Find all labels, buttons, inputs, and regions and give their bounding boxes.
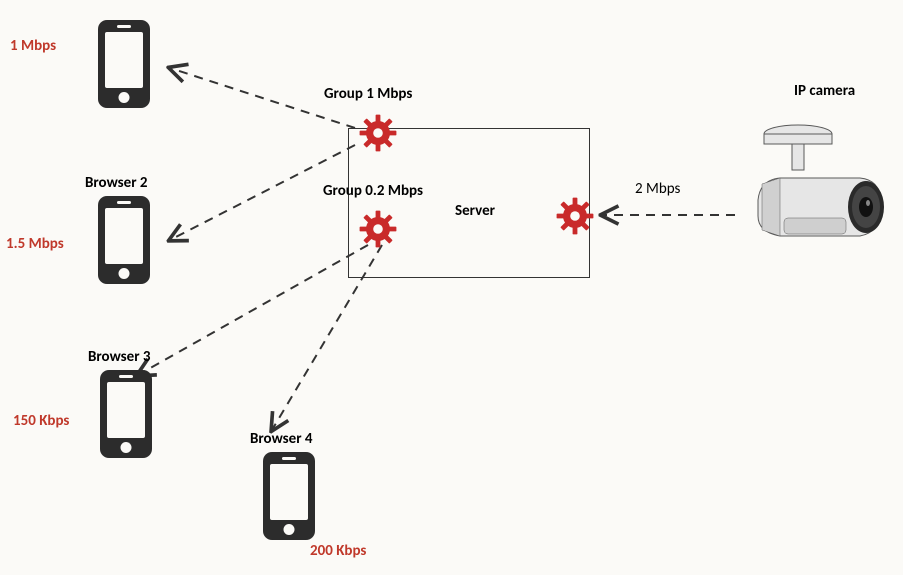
gear-server [555,196,595,236]
phone-icon-b2 [98,196,150,284]
camera-label: IP camera [794,82,855,100]
server-label: Server [455,202,495,220]
group-label-g1: Group 1 Mbps [324,85,412,103]
gear-g1 [358,113,398,153]
rate-b1: 1 Mbps [10,37,56,55]
rate-b2: 1.5 Mbps [6,235,64,253]
phone-icon-b4 [263,452,315,540]
group-label-g2: Group 0.2 Mbps [323,182,423,200]
gear-g2 [358,209,398,249]
browser-label-b3: Browser 3 [88,348,151,366]
browser-label-b4: Browser 4 [250,430,313,448]
phone-icon-b3 [100,370,152,458]
rate-b4: 200 Kbps [310,542,366,560]
camera-rate: 2 Mbps [635,180,680,198]
browser-label-b2: Browser 2 [85,174,148,192]
rate-b3: 150 Kbps [13,412,69,430]
edge-g2-b3 [138,245,368,375]
ip-camera-icon [740,120,900,285]
phone-icon-b1 [98,20,150,108]
